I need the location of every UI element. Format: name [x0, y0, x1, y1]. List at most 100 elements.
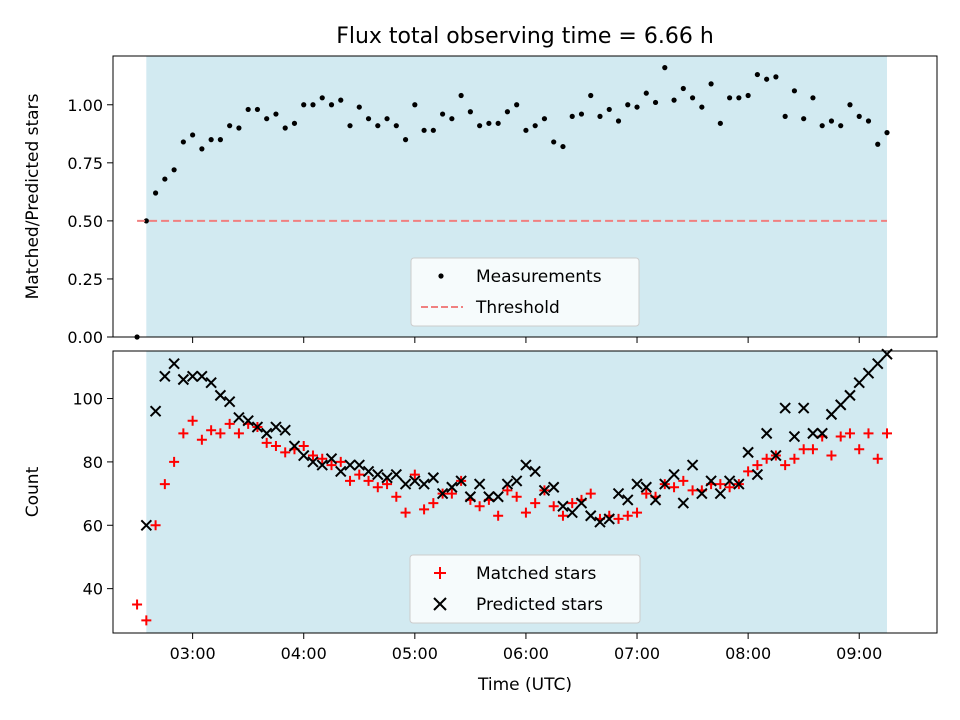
- predicted-star-point: [279, 424, 291, 436]
- matched-star-point: [613, 513, 624, 524]
- predicted-star-point: [797, 402, 810, 414]
- predicted-star-point: [399, 478, 412, 490]
- predicted-star-point: [575, 497, 588, 509]
- y-tick-label: 80: [83, 453, 103, 472]
- predicted-star-point: [149, 405, 162, 417]
- predicted-star-point: [529, 465, 541, 478]
- measurement-point: [458, 92, 464, 99]
- y-tick-label: 40: [83, 580, 103, 599]
- measurement-point: [634, 104, 640, 110]
- measurement-point: [236, 125, 242, 131]
- predicted-star-point: [770, 449, 782, 462]
- y-tick-label: 0.75: [67, 154, 103, 173]
- matched-star-point: [345, 475, 356, 486]
- predicted-star-point: [446, 481, 458, 493]
- predicted-star-point: [510, 475, 523, 487]
- measurement-point: [689, 95, 696, 101]
- measurements-legend-marker: [438, 273, 444, 279]
- measurement-point: [264, 116, 270, 122]
- measurement-point: [717, 120, 723, 126]
- threshold-legend-label: Threshold: [475, 298, 560, 318]
- measurement-point: [291, 120, 298, 126]
- measurement-point: [671, 97, 677, 103]
- y-tick-label: 0.00: [67, 328, 103, 347]
- x-axis-label: Time (UTC): [477, 675, 572, 695]
- measurement-point: [514, 102, 520, 108]
- predicted-star-point: [372, 468, 384, 481]
- measurement-point: [486, 120, 492, 126]
- measurement-point: [273, 111, 279, 117]
- measurement-point: [773, 74, 779, 80]
- predicted-star-point: [177, 373, 190, 386]
- predicted-star-point: [677, 497, 690, 509]
- matched-star-point: [150, 520, 161, 531]
- x-tick-label: 06:00: [503, 644, 549, 663]
- matched-star-point: [761, 453, 772, 464]
- measurement-point: [560, 143, 566, 150]
- predicted-star-point: [214, 389, 227, 402]
- predicted-star-point: [733, 478, 745, 490]
- matched-star-point: [557, 510, 568, 521]
- predicted-star-point: [455, 475, 467, 487]
- matched-star-point: [826, 450, 837, 461]
- predicted-stars-legend-label: Predicted stars: [476, 595, 603, 615]
- measurements-legend-label: Measurements: [476, 267, 602, 287]
- matched-star-point: [382, 479, 393, 490]
- measurement-point: [347, 123, 353, 129]
- predicted-star-point: [631, 478, 643, 490]
- measurement-point: [597, 113, 603, 119]
- measurement-point: [727, 95, 733, 101]
- matched-star-point: [261, 437, 272, 448]
- measurement-point: [541, 116, 548, 122]
- measurement-point: [801, 116, 807, 122]
- bottom-panel-ticks: 40 60 80 100 03:00 04:00 05:00 06:00 07:00 08:00 0…: [72, 390, 882, 663]
- measurement-point: [393, 123, 399, 129]
- measurement-point: [847, 102, 853, 108]
- measurement-point: [199, 146, 205, 152]
- y-tick-label: 0.25: [67, 270, 103, 289]
- predicted-star-point: [659, 478, 671, 490]
- predicted-star-point: [473, 478, 486, 490]
- predicted-star-point: [483, 491, 495, 503]
- matched-star-point: [678, 475, 689, 486]
- predicted-star-point: [335, 465, 347, 478]
- predicted-star-point: [362, 465, 375, 478]
- matched-star-point: [493, 510, 504, 521]
- matched-star-point: [798, 444, 809, 455]
- matched-star-point: [854, 444, 865, 455]
- matched-star-point: [400, 507, 411, 518]
- predicted-star-point: [353, 459, 365, 471]
- x-tick-label: 09:00: [836, 644, 882, 663]
- predicted-star-point: [816, 427, 828, 440]
- predicted-star-point: [344, 459, 356, 471]
- predicted-star-point: [714, 487, 727, 500]
- matched-star-point: [233, 428, 244, 439]
- matched-star-point: [872, 453, 883, 464]
- predicted-star-point: [260, 427, 273, 440]
- measurement-point: [764, 76, 770, 82]
- matched-star-point: [622, 510, 633, 521]
- measurement-point: [171, 167, 177, 173]
- measurement-point: [328, 102, 335, 108]
- predicted-star-point: [825, 408, 838, 421]
- predicted-star-point: [251, 421, 264, 433]
- matched-star-point: [882, 428, 893, 439]
- matched-star-point: [807, 444, 818, 455]
- predicted-star-point: [501, 478, 514, 490]
- measurement-point: [430, 127, 436, 133]
- matched-star-point: [835, 431, 846, 442]
- top-legend: Measurements Threshold: [410, 257, 640, 327]
- predicted-star-point: [585, 510, 597, 522]
- matched-star-point: [715, 479, 726, 490]
- predicted-star-point: [270, 421, 282, 433]
- x-tick-label: 04:00: [281, 644, 327, 663]
- measurement-point: [375, 123, 381, 129]
- matched-star-point: [428, 498, 439, 509]
- predicted-star-point: [436, 487, 449, 500]
- predicted-star-point: [640, 481, 652, 493]
- predicted-star-point: [307, 456, 319, 468]
- predicted-star-point: [223, 395, 236, 408]
- measurement-point: [569, 113, 575, 119]
- matched-star-point: [132, 599, 143, 610]
- measurement-point: [578, 111, 585, 117]
